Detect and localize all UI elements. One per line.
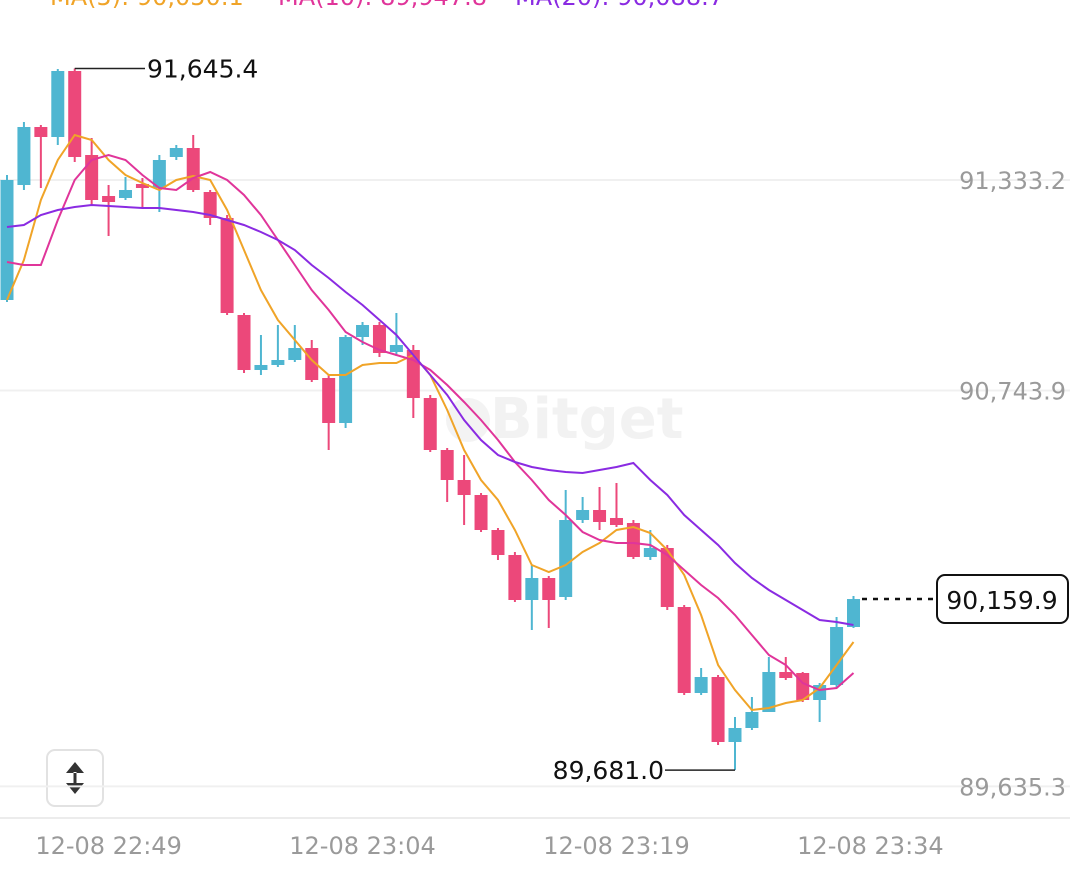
candle-body <box>0 180 14 300</box>
legend-entry: MA(5): 90,050.1 <box>50 0 244 11</box>
candle-body <box>609 518 623 525</box>
candle-body <box>339 337 353 423</box>
candle-body <box>356 325 370 337</box>
candle-body <box>135 184 149 188</box>
candle-body <box>186 148 200 190</box>
candle-body <box>474 495 488 530</box>
y-tick-label: 89,635.3 <box>959 773 1066 801</box>
candle-body <box>643 548 657 557</box>
candle-body <box>779 672 793 678</box>
candle-body <box>694 677 708 693</box>
y-tick-label: 90,743.9 <box>959 377 1066 405</box>
watermark-text: Bitget <box>490 387 683 452</box>
candle-body <box>626 523 640 557</box>
x-tick-label: 12-08 23:19 <box>543 832 690 860</box>
candle-body <box>762 672 776 712</box>
candle-body <box>457 480 471 495</box>
ma-line <box>6 153 855 692</box>
candle-body <box>17 127 31 185</box>
candle-body <box>491 530 505 555</box>
candle-body <box>542 578 556 600</box>
height-toggle-button[interactable] <box>46 749 104 807</box>
last-price-box <box>936 574 1069 625</box>
candle-body <box>152 160 166 188</box>
candle-body <box>51 71 65 137</box>
candle-body <box>372 325 386 353</box>
candle-body <box>440 450 454 480</box>
candle-body <box>677 607 691 693</box>
candle-body <box>254 365 268 370</box>
legend-entry: MA(20): 90,088.7 <box>515 0 724 11</box>
candle-body <box>847 599 860 627</box>
candle-body <box>119 190 133 198</box>
legend-entry: MA(10): 89,947.8 <box>278 0 487 11</box>
candle-body <box>271 360 285 365</box>
x-tick-label: 12-08 23:04 <box>289 832 436 860</box>
ma-line <box>6 203 854 626</box>
candle-body <box>288 348 302 360</box>
candle-body <box>830 627 844 685</box>
candle-body <box>576 510 590 520</box>
candle-body <box>203 192 217 218</box>
candle-body <box>525 578 539 600</box>
last-price-label: 90,159.9 <box>946 586 1057 615</box>
candle-body <box>389 345 403 352</box>
candle-body <box>169 148 183 157</box>
min-label: 89,681.0 <box>553 756 664 785</box>
candle-body <box>68 71 82 157</box>
candle-body <box>728 728 742 742</box>
candle-body <box>711 677 725 742</box>
candle-body <box>660 548 674 607</box>
candle-body <box>508 555 522 600</box>
candle-body <box>102 196 116 202</box>
x-tick-label: 12-08 23:34 <box>797 832 944 860</box>
candle-body <box>559 520 573 597</box>
candle-body <box>423 398 437 450</box>
candle-body <box>745 712 759 728</box>
max-label: 91,645.4 <box>147 55 258 84</box>
candle-body <box>593 510 607 522</box>
candle-body <box>85 155 99 200</box>
candle-body <box>220 218 234 313</box>
candle-body <box>237 315 251 370</box>
x-tick-label: 12-08 22:49 <box>35 832 182 860</box>
candle-body <box>34 127 48 137</box>
y-tick-label: 91,333.2 <box>959 167 1066 195</box>
candle-body <box>322 378 336 423</box>
